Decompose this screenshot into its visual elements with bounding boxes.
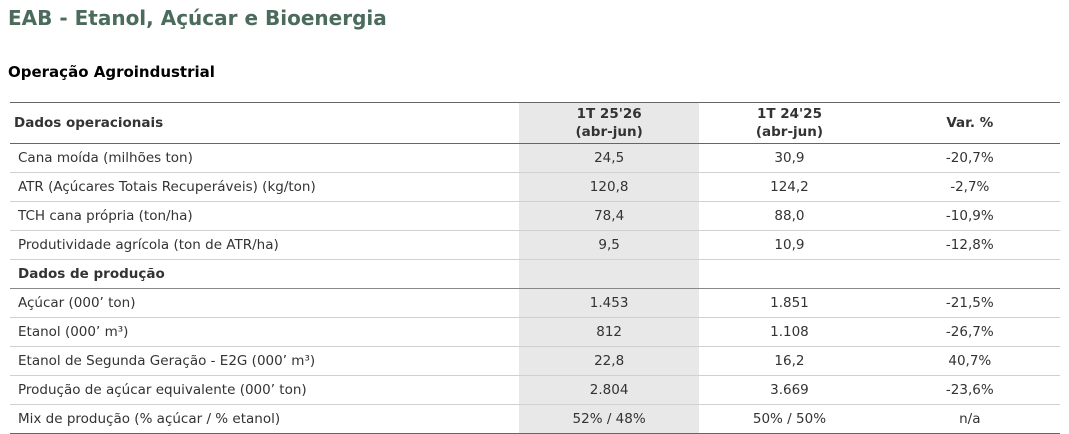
column-header: Dados operacionais	[10, 102, 519, 144]
table-cell: -23,6%	[879, 375, 1060, 405]
table-cell: -20,7%	[879, 143, 1060, 173]
table-cell: ATR (Açúcares Totais Recuperáveis) (kg/t…	[10, 172, 519, 202]
empty-cell	[699, 259, 880, 289]
table-cell: 40,7%	[879, 346, 1060, 376]
table-cell: Etanol (000’ m³)	[10, 317, 519, 347]
table-cell: -12,8%	[879, 230, 1060, 260]
table-cell: Produção de açúcar equivalente (000’ ton…	[10, 375, 519, 405]
table-cell: 3.669	[699, 375, 880, 405]
table-row: Etanol (000’ m³) 812 1.108 -26,7%	[10, 317, 1060, 347]
table-cell: 1.453	[518, 288, 700, 318]
table-cell: n/a	[879, 404, 1060, 434]
table-cell: Mix de produção (% açúcar / % etanol)	[10, 404, 519, 434]
table-cell: Açúcar (000’ ton)	[10, 288, 519, 318]
title: EAB - Etanol, Açúcar e Bioenergia	[8, 6, 387, 30]
table-cell: Produtividade agrícola (ton de ATR/ha)	[10, 230, 519, 260]
table-cell: -2,7%	[879, 172, 1060, 202]
table-cell: 50% / 50%	[699, 404, 880, 434]
header-row: Dados operacionais 1T 25'26 (abr-jun) 1T 2…	[10, 102, 1060, 144]
table-cell: Etanol de Segunda Geração - E2G (000’ m³…	[10, 346, 519, 376]
table-row: Produção de açúcar equivalente (000’ ton…	[10, 375, 1060, 405]
table-row: ATR (Açúcares Totais Recuperáveis) (kg/t…	[10, 172, 1060, 202]
table-cell: 120,8	[518, 172, 700, 202]
column-header: Var. %	[879, 102, 1060, 144]
table-cell: 78,4	[518, 201, 700, 231]
table-cell: 24,5	[518, 143, 700, 173]
column-header: 1T 25'26 (abr-jun)	[518, 102, 700, 144]
subtitle: Operação Agroindustrial	[8, 63, 215, 81]
table-row: TCH cana própria (ton/ha) 78,4 88,0 -10,9%	[10, 201, 1060, 231]
table-cell: 30,9	[699, 143, 880, 173]
table-cell: -10,9%	[879, 201, 1060, 231]
table-cell: 22,8	[518, 346, 700, 376]
table-row: Produtividade agrícola (ton de ATR/ha) 9,…	[10, 230, 1060, 260]
data-table: Dados operacionais 1T 25'26 (abr-jun) 1T 2…	[10, 102, 1060, 434]
table-cell: TCH cana própria (ton/ha)	[10, 201, 519, 231]
table-head: Dados operacionais 1T 25'26 (abr-jun) 1T 2…	[10, 102, 1060, 144]
table-cell: 9,5	[518, 230, 700, 260]
table-cell: 88,0	[699, 201, 880, 231]
table-cell: 812	[518, 317, 700, 347]
table-row: Mix de produção (% açúcar / % etanol) 52%…	[10, 404, 1060, 434]
column-header: 1T 24'25 (abr-jun)	[699, 102, 880, 144]
table-cell: 124,2	[699, 172, 880, 202]
table-cell: 52% / 48%	[518, 404, 700, 434]
table-row: Etanol de Segunda Geração - E2G (000’ m³…	[10, 346, 1060, 376]
empty-cell	[879, 259, 1060, 289]
table-cell: Dados de produção	[10, 259, 519, 289]
table-cell: 10,9	[699, 230, 880, 260]
table-body: Cana moída (milhões ton) 24,5 30,9 -20,7% AT…	[10, 143, 1060, 434]
table-cell: -26,7%	[879, 317, 1060, 347]
table-cell: 1.108	[699, 317, 880, 347]
table-row: Cana moída (milhões ton) 24,5 30,9 -20,7%	[10, 143, 1060, 173]
table-cell: 1.851	[699, 288, 880, 318]
table-cell: 2.804	[518, 375, 700, 405]
table-cell: -21,5%	[879, 288, 1060, 318]
table-cell: 16,2	[699, 346, 880, 376]
empty-cell	[518, 259, 700, 289]
section-row: Dados de produção	[10, 259, 1060, 289]
table-cell: Cana moída (milhões ton)	[10, 143, 519, 173]
table-row: Açúcar (000’ ton) 1.453 1.851 -21,5%	[10, 288, 1060, 318]
